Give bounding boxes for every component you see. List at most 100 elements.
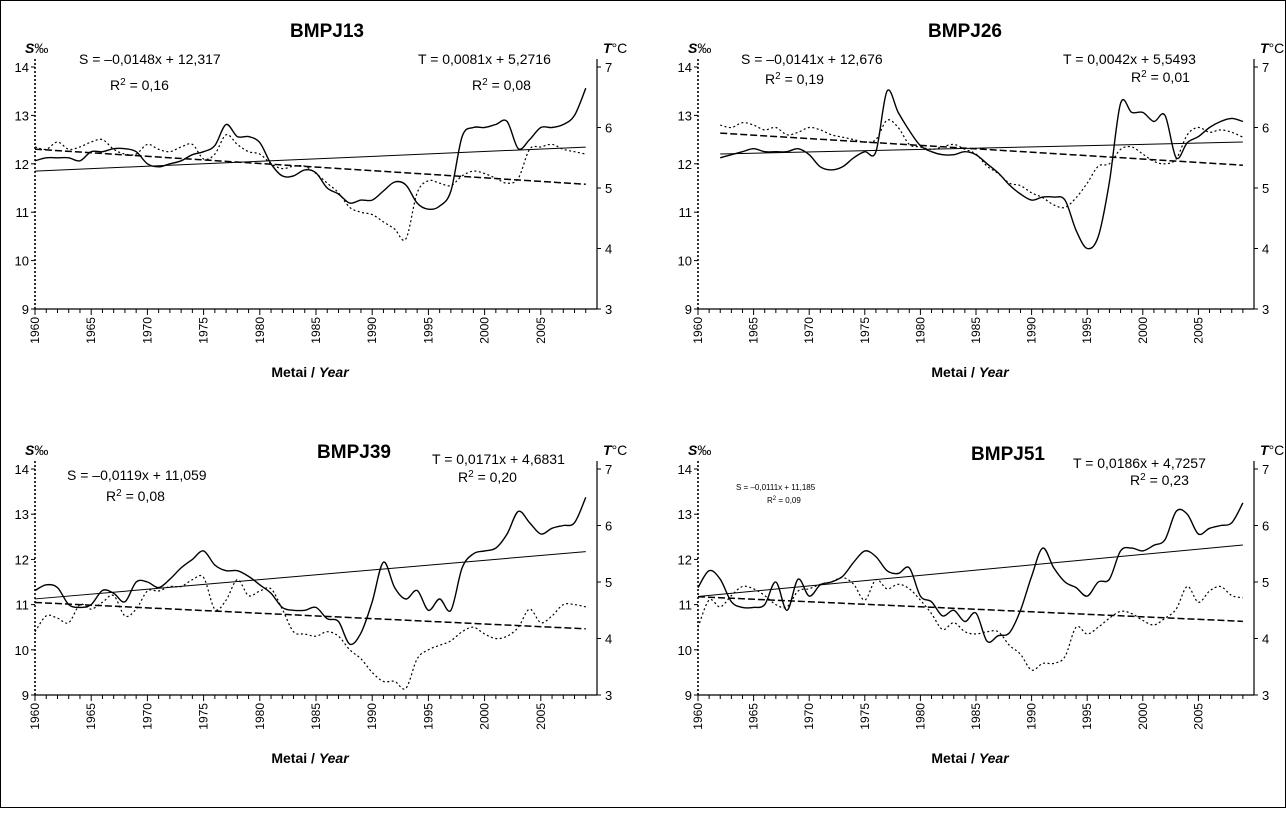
- left-tick-label: 12: [15, 157, 29, 172]
- x-tick-label: 1985: [969, 317, 983, 344]
- x-tick-label: 1985: [969, 703, 983, 730]
- left-tick-label: 11: [16, 598, 30, 613]
- x-tick-label: 1975: [197, 703, 211, 730]
- left-tick-label: 11: [679, 205, 693, 220]
- left-tick-label: 12: [678, 552, 692, 567]
- x-axis-title-text: Metai /: [271, 750, 318, 766]
- salinity-trend-line: [697, 595, 1243, 623]
- right-tick-label: 6: [605, 519, 612, 534]
- x-tick-label: 1970: [140, 703, 154, 730]
- temperature-series-line: [34, 497, 587, 646]
- right-tick-label: 4: [605, 242, 612, 257]
- temperature-equation: T = 0,0081x + 5,2716: [418, 51, 551, 67]
- x-tick-label: 2000: [478, 703, 492, 730]
- right-axis-symbol: T: [603, 442, 613, 458]
- x-tick-label: 1970: [140, 317, 154, 344]
- x-tick-label: 1965: [747, 703, 761, 730]
- right-axis-label: T°C: [603, 442, 627, 458]
- x-tick-label: 1960: [691, 317, 705, 344]
- left-tick-label: 14: [15, 462, 29, 477]
- x-axis-title-text: Metai /: [271, 364, 318, 380]
- right-tick-label: 5: [1262, 575, 1269, 590]
- panel-bmpj51: BMPJ51 9 10 11 12 13 14 3 4 5 6 7 1960 1965 1970 1975 19…: [678, 442, 1285, 766]
- temperature-equation: T = 0,0171x + 4,6831: [432, 451, 565, 467]
- left-tick-label: 14: [15, 60, 29, 75]
- panel-title: BMPJ51: [971, 444, 1045, 465]
- left-axis-label: S‰: [25, 442, 48, 458]
- right-tick-label: 3: [605, 302, 612, 317]
- x-tick-label: 2005: [1191, 703, 1205, 730]
- left-tick-label: 14: [678, 462, 692, 477]
- right-axis-label: T°C: [1260, 40, 1284, 56]
- x-axis-title-italic: Year: [979, 364, 1010, 380]
- temperature-r2: R2 = 0,23: [1130, 472, 1189, 489]
- salinity-equation: S = –0,0148x + 12,317: [79, 51, 221, 67]
- x-tick-label: 2000: [1136, 703, 1150, 730]
- left-tick-label: 13: [678, 507, 692, 522]
- x-tick-label: 1965: [84, 703, 98, 730]
- left-tick-label: 10: [678, 254, 692, 269]
- x-tick-label: 1990: [365, 703, 379, 730]
- x-axis-title-text: Metai /: [931, 750, 978, 766]
- x-tick-label: 1990: [1025, 703, 1039, 730]
- x-axis-title-italic: Year: [319, 750, 350, 766]
- left-tick-label: 11: [16, 205, 30, 220]
- salinity-trend-line: [34, 601, 586, 630]
- left-axis-symbol: S: [688, 442, 698, 458]
- left-tick-label: 9: [685, 688, 692, 703]
- left-axis-label: S‰: [688, 40, 711, 56]
- left-tick-label: 10: [678, 643, 692, 658]
- panel-bmpj13: BMPJ13 9 10 11 12 13 14 3 4 5 6 7 1960 1965 1970 1975 19…: [15, 21, 628, 380]
- panel-bmpj26: BMPJ26 9 10 11 12 13 14 3 4 5 6 7 1960 1965 1970 1975 19…: [678, 21, 1285, 380]
- temperature-r2: R2 = 0,20: [458, 469, 517, 486]
- left-axis-unit: ‰: [34, 442, 48, 458]
- right-tick-label: 6: [605, 121, 612, 136]
- temperature-series-line: [34, 87, 587, 211]
- x-tick-label: 2005: [534, 703, 548, 730]
- temperature-trend-line: [697, 544, 1243, 597]
- panel-title: BMPJ39: [317, 442, 391, 463]
- x-tick-label: 2000: [1136, 317, 1150, 344]
- x-tick-label: 1965: [84, 317, 98, 344]
- salinity-series-line: [34, 574, 586, 690]
- x-tick-label: 1985: [309, 317, 323, 344]
- left-tick-label: 10: [15, 254, 29, 269]
- x-axis-title-italic: Year: [979, 750, 1010, 766]
- x-tick-label: 2000: [478, 317, 492, 344]
- x-tick-label: 1995: [421, 317, 435, 344]
- right-tick-label: 6: [1262, 519, 1269, 534]
- right-axis-symbol: T: [1260, 40, 1270, 56]
- right-axis-unit: °C: [612, 40, 628, 56]
- temperature-series-line: [719, 89, 1244, 250]
- right-axis-symbol: T: [603, 40, 613, 56]
- x-tick-label: 1970: [802, 317, 816, 344]
- x-tick-label: 1960: [691, 703, 705, 730]
- right-tick-label: 5: [605, 575, 612, 590]
- x-axis-title: Metai / Year: [271, 750, 350, 766]
- left-tick-label: 11: [679, 598, 693, 613]
- x-tick-label: 1960: [28, 703, 42, 730]
- salinity-r2: R2 = 0,19: [765, 71, 824, 88]
- right-tick-label: 3: [1262, 302, 1269, 317]
- right-tick-label: 7: [1262, 60, 1269, 75]
- x-tick-label: 1985: [309, 703, 323, 730]
- x-tick-label: 1970: [802, 703, 816, 730]
- salinity-trend-line: [34, 148, 586, 186]
- x-tick-label: 1960: [28, 317, 42, 344]
- temperature-trend-line: [34, 146, 586, 172]
- x-tick-label: 1990: [365, 317, 379, 344]
- temperature-r2: R2 = 0,01: [1131, 69, 1190, 86]
- salinity-series-line: [720, 119, 1244, 209]
- right-tick-label: 4: [1262, 242, 1269, 257]
- x-tick-label: 1975: [858, 317, 872, 344]
- right-axis-unit: °C: [612, 442, 628, 458]
- right-axis-label: T°C: [1260, 442, 1284, 458]
- x-tick-label: 1980: [253, 703, 267, 730]
- x-axis-title: Metai / Year: [931, 364, 1010, 380]
- salinity-r2: R2 = 0,16: [110, 77, 169, 94]
- temperature-equation: T = 0,0042x + 5,5493: [1063, 51, 1196, 67]
- right-tick-label: 5: [1262, 181, 1269, 196]
- x-tick-label: 1995: [1080, 703, 1094, 730]
